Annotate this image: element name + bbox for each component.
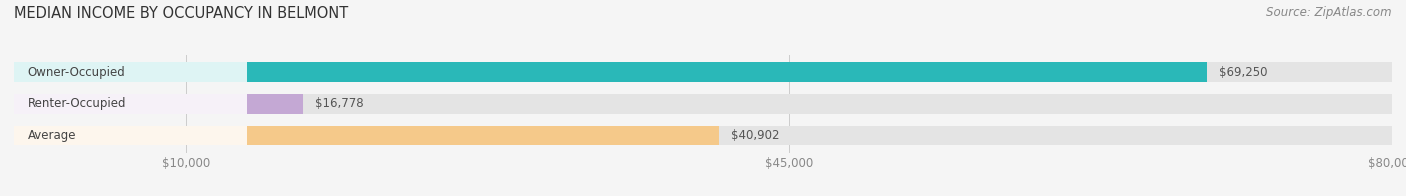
Text: $40,902: $40,902: [731, 129, 779, 142]
Bar: [14, 94, 1392, 114]
Bar: [14, 63, 246, 82]
Bar: [14, 126, 246, 145]
Text: $16,778: $16,778: [315, 97, 364, 110]
Text: Owner-Occupied: Owner-Occupied: [28, 66, 125, 79]
Text: MEDIAN INCOME BY OCCUPANCY IN BELMONT: MEDIAN INCOME BY OCCUPANCY IN BELMONT: [14, 6, 349, 21]
Bar: [14, 94, 246, 114]
Bar: [14, 94, 304, 114]
Text: Renter-Occupied: Renter-Occupied: [28, 97, 127, 110]
Bar: [14, 126, 1392, 145]
Bar: [14, 126, 718, 145]
Bar: [14, 63, 1206, 82]
Text: $69,250: $69,250: [1219, 66, 1267, 79]
Text: Average: Average: [28, 129, 76, 142]
Text: Source: ZipAtlas.com: Source: ZipAtlas.com: [1267, 6, 1392, 19]
Bar: [14, 63, 1392, 82]
